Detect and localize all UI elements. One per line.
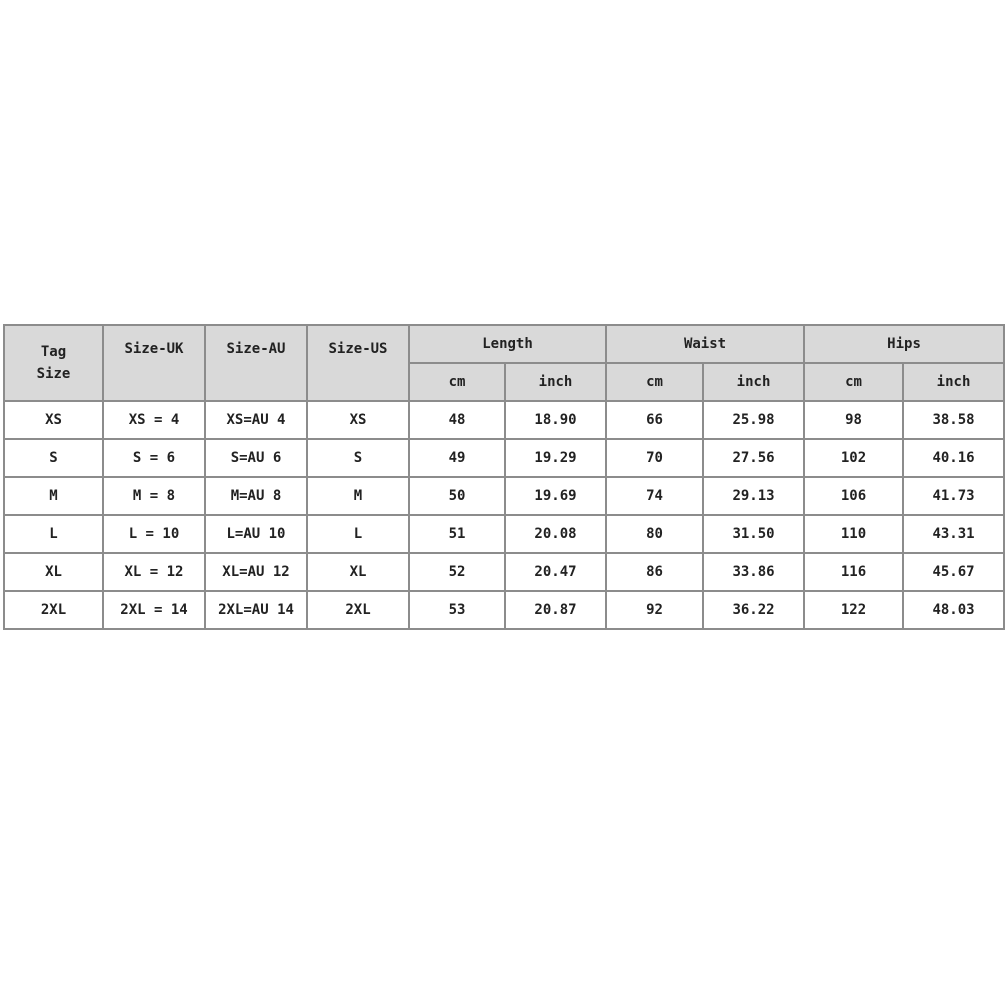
- table-row: XS XS = 4 XS=AU 4 XS 48 18.90 66 25.98 98 38.58: [3, 400, 1006, 440]
- cell-length-inch: 20.87: [503, 590, 608, 630]
- cell-size-us: XS: [306, 400, 410, 440]
- cell-waist-cm: 66: [605, 400, 705, 440]
- cell-tag-size: XS: [3, 400, 104, 440]
- table-row: 2XL 2XL = 14 2XL=AU 14 2XL 53 20.87 92 36.22 122…: [3, 590, 1006, 630]
- cell-size-uk: XL = 12: [102, 552, 206, 592]
- cell-size-uk: 2XL = 14: [102, 590, 206, 630]
- cell-waist-cm: 80: [605, 514, 705, 554]
- header-waist-cm: cm: [605, 362, 705, 402]
- header-waist: Waist: [605, 324, 806, 364]
- cell-waist-inch: 29.13: [702, 476, 806, 516]
- size-chart-table: Tag Size Size-UK Size-AU Size-US Length …: [3, 324, 1006, 630]
- cell-hips-inch: 45.67: [902, 552, 1006, 592]
- header-hips-cm: cm: [803, 362, 905, 402]
- cell-size-au: L=AU 10: [204, 514, 308, 554]
- cell-size-au: S=AU 6: [204, 438, 308, 478]
- header-tag-size-line2: Size: [36, 366, 71, 382]
- header-tag-size-line1: Tag: [40, 344, 67, 360]
- cell-length-cm: 52: [408, 552, 506, 592]
- cell-hips-cm: 102: [803, 438, 905, 478]
- header-waist-inch: inch: [702, 362, 806, 402]
- cell-size-au: XL=AU 12: [204, 552, 308, 592]
- cell-hips-cm: 110: [803, 514, 905, 554]
- cell-waist-inch: 25.98: [702, 400, 806, 440]
- cell-length-cm: 49: [408, 438, 506, 478]
- cell-length-cm: 51: [408, 514, 506, 554]
- cell-hips-cm: 116: [803, 552, 905, 592]
- cell-hips-inch: 41.73: [902, 476, 1006, 516]
- cell-size-us: S: [306, 438, 410, 478]
- cell-tag-size: 2XL: [3, 590, 104, 630]
- cell-waist-inch: 36.22: [702, 590, 806, 630]
- cell-size-au: XS=AU 4: [204, 400, 308, 440]
- header-hips: Hips: [803, 324, 1006, 364]
- header-size-us: Size-US: [306, 324, 410, 402]
- cell-size-us: L: [306, 514, 410, 554]
- cell-waist-inch: 27.56: [702, 438, 806, 478]
- cell-size-au: M=AU 8: [204, 476, 308, 516]
- cell-waist-cm: 86: [605, 552, 705, 592]
- cell-size-uk: L = 10: [102, 514, 206, 554]
- table-row: XL XL = 12 XL=AU 12 XL 52 20.47 86 33.86 116 45.6…: [3, 552, 1006, 592]
- cell-length-cm: 48: [408, 400, 506, 440]
- header-length-inch: inch: [503, 362, 608, 402]
- cell-length-cm: 50: [408, 476, 506, 516]
- cell-hips-inch: 48.03: [902, 590, 1006, 630]
- cell-hips-inch: 43.31: [902, 514, 1006, 554]
- cell-size-us: 2XL: [306, 590, 410, 630]
- cell-size-us: XL: [306, 552, 410, 592]
- cell-tag-size: XL: [3, 552, 104, 592]
- cell-tag-size: M: [3, 476, 104, 516]
- cell-size-us: M: [306, 476, 410, 516]
- cell-size-au: 2XL=AU 14: [204, 590, 308, 630]
- cell-length-inch: 20.47: [503, 552, 608, 592]
- cell-tag-size: S: [3, 438, 104, 478]
- header-hips-inch: inch: [902, 362, 1006, 402]
- cell-size-uk: M = 8: [102, 476, 206, 516]
- cell-size-uk: S = 6: [102, 438, 206, 478]
- cell-waist-cm: 74: [605, 476, 705, 516]
- header-size-uk: Size-UK: [102, 324, 206, 402]
- cell-length-inch: 19.69: [503, 476, 608, 516]
- cell-length-inch: 20.08: [503, 514, 608, 554]
- cell-hips-cm: 106: [803, 476, 905, 516]
- cell-waist-cm: 70: [605, 438, 705, 478]
- cell-size-uk: XS = 4: [102, 400, 206, 440]
- header-size-au: Size-AU: [204, 324, 308, 402]
- header-length: Length: [407, 324, 608, 364]
- cell-length-cm: 53: [408, 590, 506, 630]
- cell-waist-cm: 92: [605, 590, 705, 630]
- cell-hips-inch: 40.16: [902, 438, 1006, 478]
- header-tag-size: Tag Size: [3, 324, 104, 402]
- cell-tag-size: L: [3, 514, 104, 554]
- header-length-cm: cm: [408, 362, 506, 402]
- cell-waist-inch: 33.86: [702, 552, 806, 592]
- cell-waist-inch: 31.50: [702, 514, 806, 554]
- cell-hips-inch: 38.58: [902, 400, 1006, 440]
- cell-hips-cm: 98: [803, 400, 905, 440]
- cell-length-inch: 19.29: [503, 438, 608, 478]
- cell-length-inch: 18.90: [503, 400, 608, 440]
- cell-hips-cm: 122: [803, 590, 905, 630]
